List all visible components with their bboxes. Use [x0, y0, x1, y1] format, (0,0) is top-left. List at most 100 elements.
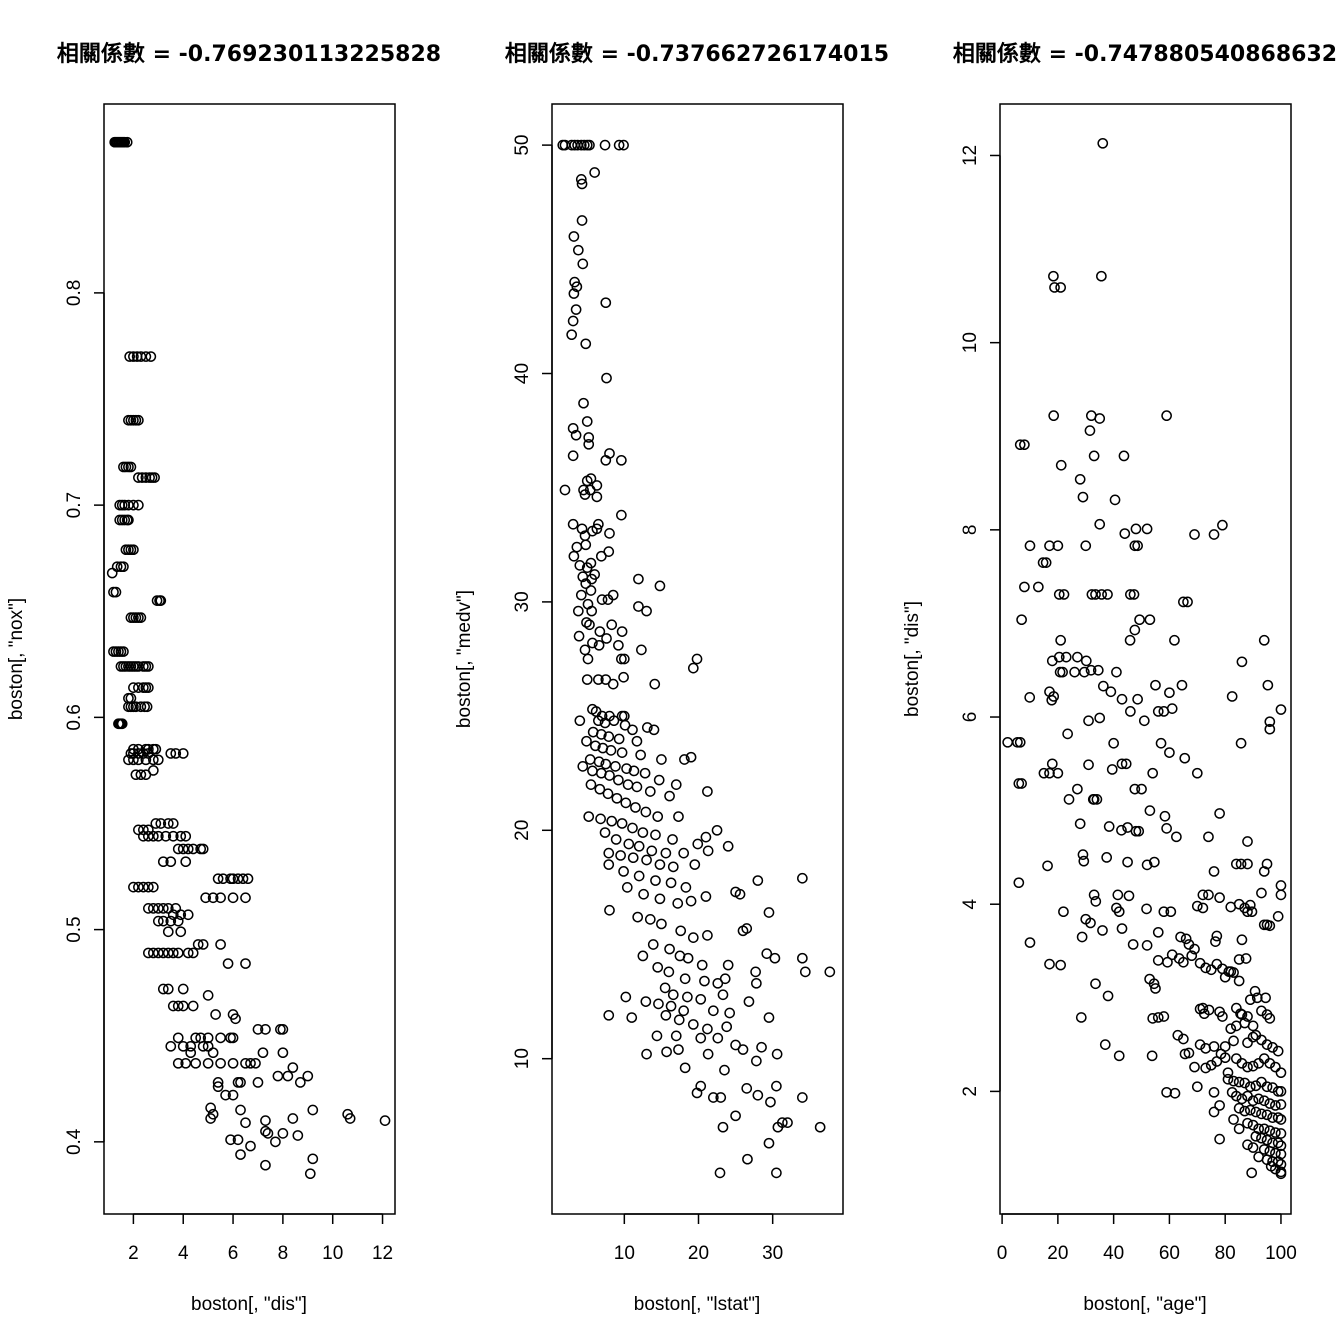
panel-3-point — [1222, 1073, 1234, 1085]
panel-1-point — [292, 1130, 304, 1141]
panel-2-y-tick-label: 30 — [512, 591, 533, 612]
panel-3-point — [1247, 1142, 1259, 1153]
panel-2-point — [595, 550, 607, 562]
panel-3-point — [1116, 693, 1128, 705]
panel-1-point — [135, 351, 147, 362]
panel-3-point — [1249, 985, 1261, 997]
panel-3-point — [1169, 634, 1180, 646]
panel-1-point — [215, 1057, 226, 1069]
panel-3-point — [1264, 716, 1276, 728]
panel-3-point — [1152, 706, 1164, 717]
panel-3-point — [1088, 450, 1100, 462]
panel-3-point — [1258, 634, 1270, 646]
panel-2-point — [672, 898, 684, 909]
panel-2-point — [593, 518, 604, 530]
panel-2-point — [702, 845, 714, 857]
panel-1-point — [235, 1149, 246, 1160]
panel-2-point — [610, 834, 622, 845]
panel-3-point — [1169, 1087, 1181, 1099]
panel-1-point — [162, 818, 174, 829]
panel-3-point — [1109, 494, 1121, 506]
panel-3-point — [1118, 450, 1130, 462]
panel-1-y-tick-label: 0.4 — [64, 1128, 85, 1155]
panel-2-point — [685, 751, 697, 763]
panel-1-point — [123, 499, 134, 511]
panel-1-point — [307, 1153, 319, 1165]
panel-1-point — [287, 1062, 299, 1073]
panel-2-point — [702, 1048, 714, 1060]
panel-2-point — [724, 1007, 736, 1019]
panel-2-point — [659, 982, 671, 994]
panel-3-point — [1159, 810, 1171, 822]
panel-3-point — [1024, 937, 1036, 948]
panel-2-point — [797, 1092, 808, 1103]
panel-3-point — [1144, 614, 1156, 626]
panel-3-point — [1236, 1057, 1248, 1069]
panel-2-point — [696, 959, 708, 971]
panel-1-point — [175, 909, 187, 921]
panel-1-point — [212, 1081, 224, 1093]
panel-3-point — [1236, 1093, 1248, 1105]
panel-2-point — [627, 852, 639, 864]
panel-2-point — [631, 781, 643, 793]
panel-2-point — [610, 761, 621, 772]
panel-2-point — [752, 1089, 764, 1101]
panel-3-point — [1214, 1100, 1225, 1111]
panel-2-point — [616, 818, 628, 829]
panel-2-point — [603, 731, 615, 743]
panel-3-point — [1094, 518, 1106, 530]
panel-2-point — [616, 509, 627, 521]
panel-3-point — [1275, 1099, 1287, 1110]
panel-2-point — [824, 966, 836, 978]
panel-3-point — [1235, 858, 1247, 870]
panel-2-point — [650, 875, 661, 886]
panel-3-point — [1141, 523, 1153, 535]
panel-3-x-tick-label: 80 — [1215, 1243, 1236, 1264]
panel-3-point — [1275, 1128, 1287, 1139]
panel-2-point — [559, 484, 571, 496]
panel-2-point — [618, 866, 629, 877]
panel-2-point — [594, 626, 606, 637]
panel-3-points — [1002, 137, 1287, 1180]
panel-1-point — [177, 1040, 189, 1052]
panel-1-point — [190, 1032, 202, 1044]
panel-3-point — [1228, 1114, 1239, 1125]
panel-3-point — [1055, 459, 1067, 471]
panel-2-point — [596, 594, 608, 605]
panel-3-point — [1256, 887, 1267, 899]
panel-1-point — [202, 990, 214, 1001]
panel-2-point — [663, 966, 675, 978]
panel-3-point — [1242, 1061, 1253, 1073]
panel-1-point — [237, 873, 249, 885]
panel-2-point — [711, 824, 723, 836]
panel-1-point — [197, 843, 209, 855]
panel-2-point — [604, 904, 615, 916]
panel-3-point — [1166, 703, 1178, 714]
panel-1-point — [157, 856, 169, 868]
panel-1-point — [197, 1040, 209, 1052]
panel-1-y-axis-label: boston[, "nox"] — [6, 598, 27, 720]
panel-3-point — [1205, 1059, 1217, 1071]
panel-2-point — [632, 911, 644, 923]
panel-2-point — [630, 802, 641, 813]
panel-3-point — [1111, 666, 1122, 678]
panel-2-point — [600, 297, 612, 309]
panel-3-point — [1247, 1020, 1259, 1032]
panel-3-point — [1275, 889, 1287, 901]
panel-2-point — [673, 1014, 685, 1026]
panel-2-point — [571, 541, 583, 553]
panel-2-point — [691, 653, 703, 665]
panel-2-point — [621, 763, 632, 774]
panel-2-point — [656, 918, 667, 930]
panel-3-point — [1242, 858, 1253, 870]
panel-2-point — [679, 754, 690, 765]
panel-1-point — [277, 1047, 289, 1059]
panel-3-point — [1122, 856, 1133, 868]
panel-2-point — [620, 991, 632, 1003]
panel-3-point — [1214, 1006, 1225, 1018]
panel-1-point — [135, 612, 147, 623]
panel-2-point — [605, 745, 617, 756]
panel-3-point — [1191, 1081, 1203, 1093]
panel-2-point — [678, 1005, 690, 1017]
panel-2-point — [608, 715, 620, 727]
